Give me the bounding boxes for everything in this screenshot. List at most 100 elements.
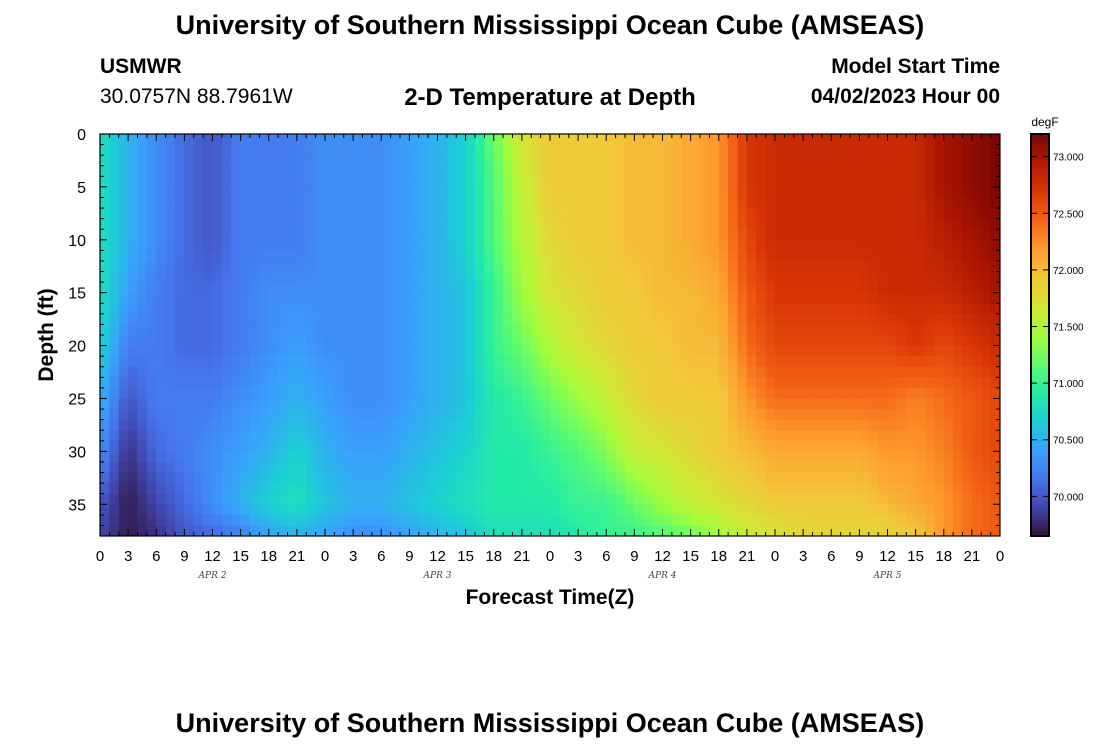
heatmap-cell — [803, 504, 814, 516]
heatmap-cell — [990, 197, 1000, 209]
heatmap-cell — [821, 472, 832, 484]
heatmap-cell — [428, 335, 439, 347]
heatmap-cell — [559, 292, 570, 304]
heatmap-cell — [550, 472, 560, 484]
heatmap-cell — [906, 377, 917, 389]
heatmap-cell — [887, 483, 898, 495]
heatmap-cell — [643, 504, 654, 516]
heatmap-cell — [418, 282, 429, 294]
heatmap-cell — [212, 218, 223, 230]
heatmap-cell — [878, 430, 889, 442]
heatmap-cell — [840, 398, 851, 410]
heatmap-cell — [503, 387, 514, 400]
heatmap-cell — [943, 134, 954, 146]
heatmap-cell — [671, 366, 682, 378]
heatmap-cell — [540, 493, 551, 505]
heatmap-cell — [812, 514, 823, 527]
heatmap-cell — [765, 483, 776, 495]
heatmap-cell — [700, 176, 710, 188]
heatmap-cell — [915, 229, 926, 241]
heatmap-cell — [962, 313, 973, 326]
heatmap-cell — [428, 282, 439, 294]
heatmap-cell — [606, 356, 617, 368]
heatmap-cell — [906, 197, 917, 209]
heatmap-cell — [878, 451, 889, 463]
heatmap-cell — [981, 483, 992, 495]
heatmap-cell — [634, 292, 645, 304]
heatmap-cell — [484, 176, 495, 188]
heatmap-cell — [231, 271, 242, 283]
heatmap-cell — [634, 208, 645, 220]
heatmap-cell — [306, 483, 317, 495]
heatmap-cell — [887, 366, 898, 378]
heatmap-cell — [390, 229, 401, 241]
heatmap-cell — [596, 303, 607, 315]
heatmap-cell — [475, 313, 485, 326]
heatmap-cell — [137, 165, 148, 177]
heatmap-cell — [850, 461, 860, 474]
heatmap-cell — [203, 514, 214, 527]
heatmap-cell — [906, 345, 917, 357]
heatmap-cell — [709, 144, 720, 156]
heatmap-cell — [493, 419, 504, 431]
heatmap-cell — [812, 303, 823, 315]
heatmap-cell — [128, 430, 139, 442]
heatmap-cell — [700, 303, 710, 315]
heatmap-cell — [906, 419, 917, 431]
heatmap-cell — [137, 483, 148, 495]
heatmap-cell — [803, 483, 814, 495]
heatmap-cell — [625, 197, 635, 209]
heatmap-cell — [868, 398, 879, 410]
heatmap-cell — [428, 398, 439, 410]
heatmap-cell — [409, 282, 420, 294]
heatmap-cell — [878, 197, 889, 209]
heatmap-cell — [306, 345, 317, 357]
heatmap-cell — [962, 461, 973, 474]
heatmap-cell — [606, 260, 617, 273]
heatmap-cell — [146, 144, 157, 156]
heatmap-cell — [643, 144, 654, 156]
heatmap-cell — [540, 409, 551, 421]
heatmap-cell — [212, 366, 223, 378]
heatmap-cell — [268, 303, 279, 315]
heatmap-cell — [643, 282, 654, 294]
heatmap-cell — [962, 377, 973, 389]
heatmap-cell — [240, 345, 251, 357]
heatmap-cell — [587, 250, 598, 262]
x-tick-label: 6 — [602, 548, 610, 565]
heatmap-cell — [465, 313, 476, 326]
heatmap-cell — [446, 451, 457, 463]
heatmap-cell — [915, 250, 926, 262]
heatmap-cell — [456, 250, 467, 262]
heatmap-cell — [878, 387, 889, 400]
heatmap-cell — [221, 461, 232, 474]
heatmap-cell — [887, 229, 898, 241]
heatmap-cell — [409, 356, 420, 368]
heatmap-cell — [156, 239, 167, 251]
heatmap-cell — [943, 197, 954, 209]
heatmap-cell — [231, 493, 242, 505]
heatmap-cell — [625, 292, 635, 304]
heatmap-cell — [118, 260, 129, 273]
heatmap-cell — [915, 504, 926, 516]
heatmap-cell — [250, 134, 260, 146]
heatmap-cell — [512, 387, 523, 400]
heatmap-cell — [306, 335, 317, 347]
heatmap-cell — [484, 366, 495, 378]
heatmap-cell — [437, 430, 448, 442]
heatmap-cell — [221, 282, 232, 294]
heatmap-cell — [240, 155, 251, 167]
heatmap-cell — [568, 451, 579, 463]
heatmap-cell — [765, 430, 776, 442]
heatmap-cell — [943, 472, 954, 484]
y-tick-label: 10 — [68, 233, 86, 250]
heatmap-cell — [821, 366, 832, 378]
heatmap-cell — [878, 335, 889, 347]
heatmap-cell — [653, 451, 664, 463]
heatmap-cell — [568, 165, 579, 177]
heatmap-cell — [596, 398, 607, 410]
heatmap-cell — [568, 208, 579, 220]
heatmap-cell — [109, 430, 120, 442]
heatmap-cell — [887, 419, 898, 431]
heatmap-cell — [278, 430, 289, 442]
